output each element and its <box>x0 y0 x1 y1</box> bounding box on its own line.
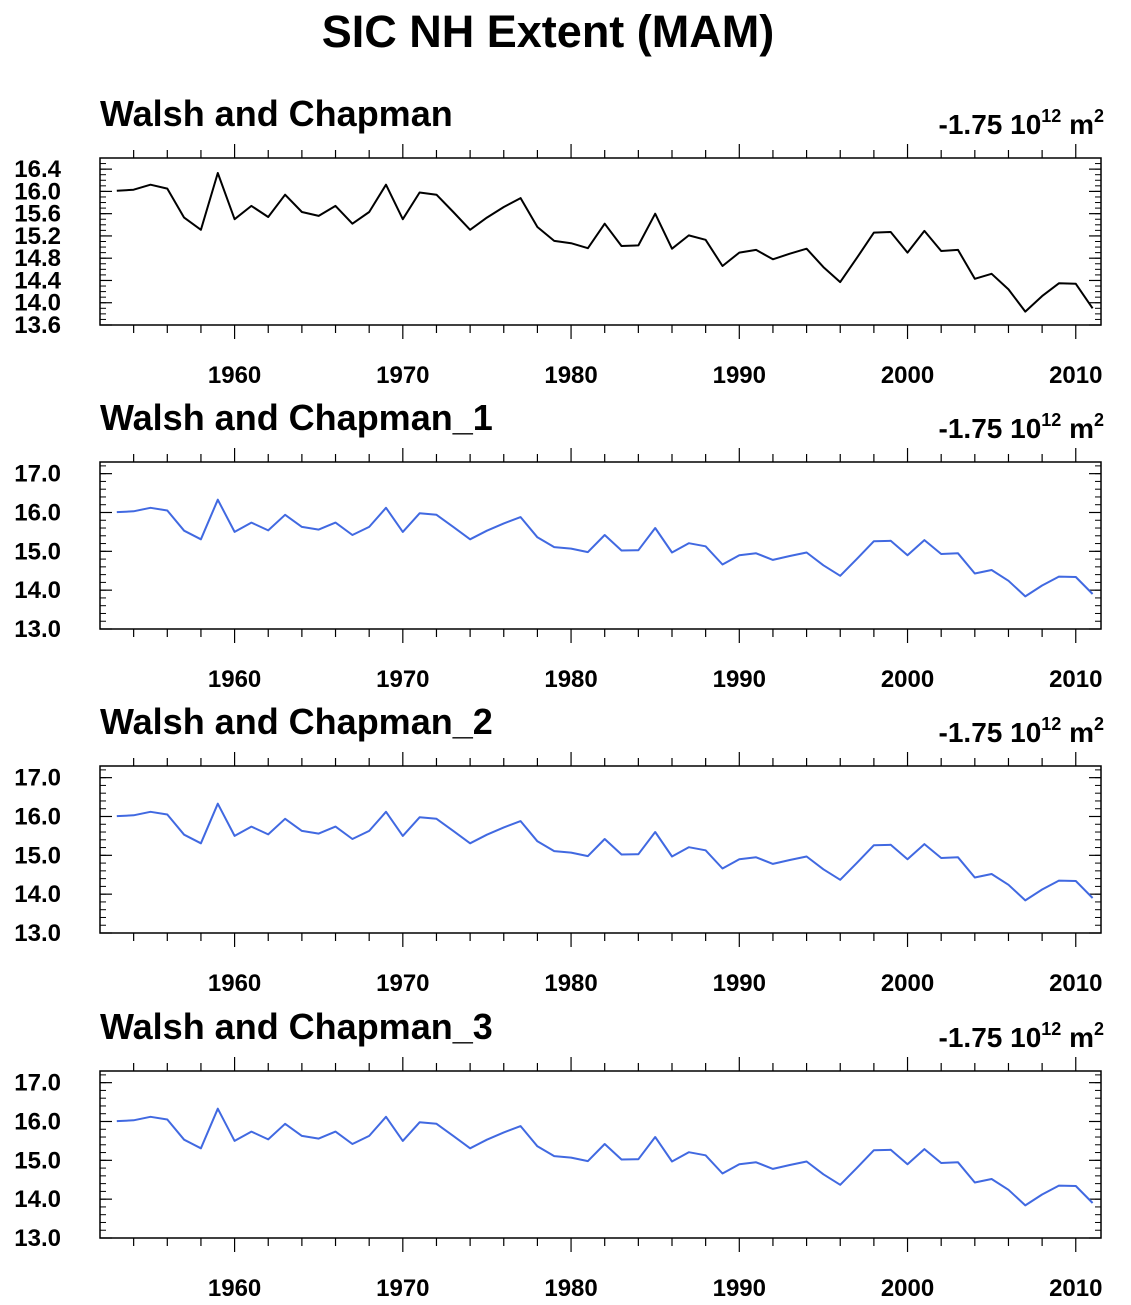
series-line <box>116 498 1094 598</box>
series-line <box>116 1107 1094 1207</box>
y-tick-label: 13.0 <box>14 616 61 643</box>
x-tick-label: 1970 <box>376 666 429 693</box>
x-tick-label: 2000 <box>881 1275 934 1302</box>
y-tick-label: 13.0 <box>14 920 61 947</box>
panel-title: Walsh and Chapman_2 <box>100 701 493 742</box>
panel-title: Walsh and Chapman <box>100 93 453 134</box>
units-square: 2 <box>1094 714 1104 734</box>
units-main: -1.75 10 <box>939 717 1042 748</box>
y-tick-label: 14.8 <box>14 245 61 272</box>
units-square: 2 <box>1094 106 1104 126</box>
x-tick-label: 1980 <box>544 362 597 389</box>
units-exponent: 12 <box>1041 106 1061 126</box>
y-tick-label: 15.6 <box>14 201 61 228</box>
y-tick-label: 15.0 <box>14 842 61 869</box>
x-tick-label: 2010 <box>1049 362 1102 389</box>
x-tick-label: 1960 <box>208 1275 261 1302</box>
x-tick-label: 2000 <box>881 970 934 997</box>
panel-title: Walsh and Chapman_3 <box>100 1006 493 1047</box>
y-tick-label: 14.0 <box>14 881 61 908</box>
units-exponent: 12 <box>1041 714 1061 734</box>
x-tick-label: 1980 <box>544 666 597 693</box>
x-tick-label: 1960 <box>208 970 261 997</box>
x-tick-label: 2010 <box>1049 666 1102 693</box>
y-tick-label: 15.2 <box>14 223 61 250</box>
units-square: 2 <box>1094 1019 1104 1039</box>
plot-frame <box>99 461 1102 630</box>
series-line <box>116 172 1094 313</box>
y-tick-label: 17.0 <box>14 1070 61 1097</box>
y-tick-label: 15.0 <box>14 1147 61 1174</box>
x-tick-label: 1980 <box>544 1275 597 1302</box>
x-tick-label: 1990 <box>713 970 766 997</box>
x-tick-label: 1990 <box>713 362 766 389</box>
panels: Walsh and Chapman -1.75 1012 m213.614.014… <box>14 93 1104 1302</box>
x-tick-label: 1970 <box>376 1275 429 1302</box>
units-label: -1.75 1012 m2 <box>939 1019 1104 1053</box>
plot-frame <box>99 1070 1102 1239</box>
y-tick-label: 14.0 <box>14 290 61 317</box>
y-tick-label: 16.0 <box>14 803 61 830</box>
units-main: -1.75 10 <box>939 413 1042 444</box>
x-tick-label: 1990 <box>713 1275 766 1302</box>
units-tail: m <box>1061 109 1094 140</box>
y-tick-label: 15.0 <box>14 538 61 565</box>
units-main: -1.75 10 <box>939 109 1042 140</box>
x-tick-label: 2000 <box>881 666 934 693</box>
y-tick-label: 16.0 <box>14 1108 61 1135</box>
x-tick-label: 1990 <box>713 666 766 693</box>
y-tick-label: 14.0 <box>14 1186 61 1213</box>
y-tick-label: 14.0 <box>14 577 61 604</box>
panel-2: Walsh and Chapman_1 -1.75 1012 m2 13.0 14.0… <box>14 397 1104 693</box>
units-square: 2 <box>1094 410 1104 430</box>
y-tick-label: 16.0 <box>14 499 61 526</box>
y-tick-label: 17.0 <box>14 765 61 792</box>
x-tick-label: 1960 <box>208 362 261 389</box>
x-tick-label: 1980 <box>544 970 597 997</box>
units-label: -1.75 1012 m2 <box>939 106 1104 140</box>
units-tail: m <box>1061 413 1094 444</box>
units-label: -1.75 1012 m2 <box>939 410 1104 444</box>
plot-frame <box>99 157 1102 326</box>
y-tick-label: 16.4 <box>14 156 61 183</box>
x-tick-label: 2010 <box>1049 970 1102 997</box>
units-tail: m <box>1061 717 1094 748</box>
series-line <box>116 802 1094 902</box>
panel-4: Walsh and Chapman_3 -1.75 1012 m2 13.0 14.0… <box>14 1006 1104 1302</box>
x-tick-label: 1970 <box>376 970 429 997</box>
x-tick-label: 2010 <box>1049 1275 1102 1302</box>
y-tick-label: 13.6 <box>14 312 61 339</box>
x-tick-label: 1960 <box>208 666 261 693</box>
plot-frame <box>99 765 1102 934</box>
panel-1: Walsh and Chapman -1.75 1012 m213.614.014… <box>14 93 1104 389</box>
y-tick-label: 16.0 <box>14 178 61 205</box>
units-exponent: 12 <box>1041 1019 1061 1039</box>
units-exponent: 12 <box>1041 410 1061 430</box>
x-tick-label: 1970 <box>376 362 429 389</box>
panel-3: Walsh and Chapman_2 -1.75 1012 m2 13.0 14.0… <box>14 701 1104 997</box>
panel-title: Walsh and Chapman_1 <box>100 397 493 438</box>
units-label: -1.75 1012 m2 <box>939 714 1104 748</box>
units-tail: m <box>1061 1022 1094 1053</box>
units-main: -1.75 10 <box>939 1022 1042 1053</box>
x-tick-label: 2000 <box>881 362 934 389</box>
y-tick-label: 17.0 <box>14 461 61 488</box>
y-tick-label: 14.4 <box>14 267 61 294</box>
figure-title: SIC NH Extent (MAM) <box>322 6 774 57</box>
y-tick-label: 13.0 <box>14 1225 61 1252</box>
